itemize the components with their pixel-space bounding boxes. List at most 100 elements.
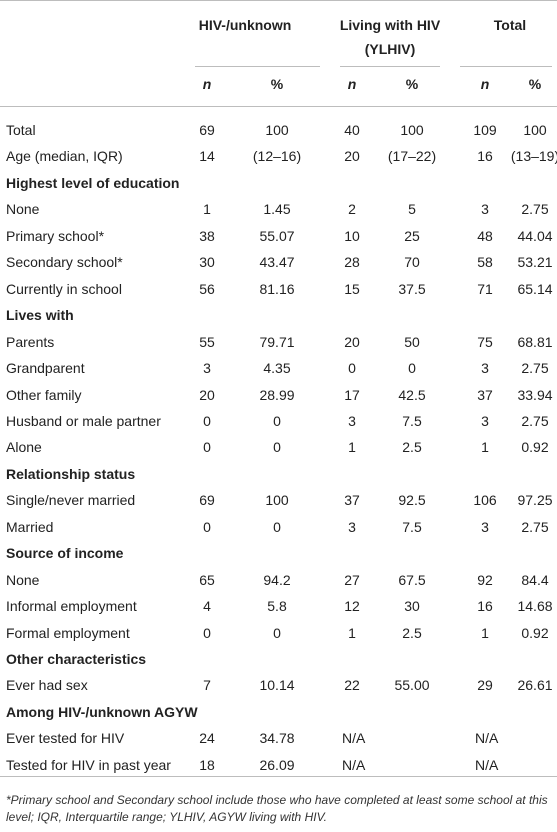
cell: 53.21 bbox=[517, 254, 553, 271]
cell: 4.35 bbox=[263, 360, 291, 377]
cell: 1 bbox=[481, 439, 489, 456]
cell: 1 bbox=[348, 439, 356, 456]
sub-header: % bbox=[528, 76, 542, 92]
row-label: Alone bbox=[6, 439, 42, 456]
cell: 50 bbox=[404, 333, 420, 350]
cell: 58 bbox=[477, 254, 493, 271]
cell: 67.5 bbox=[398, 571, 426, 588]
row-label: Ever had sex bbox=[6, 677, 88, 694]
cell: 1.45 bbox=[263, 201, 291, 218]
cell: 0 bbox=[273, 439, 281, 456]
group-header: HIV-/unknown bbox=[198, 17, 292, 33]
row-label: Formal employment bbox=[6, 624, 130, 641]
cell: (12–16) bbox=[252, 148, 302, 165]
row-label: None bbox=[6, 571, 40, 588]
cell: 68.81 bbox=[517, 333, 553, 350]
cell: 10 bbox=[344, 227, 360, 244]
cell: 100 bbox=[523, 122, 547, 138]
cell: (13–19) bbox=[510, 148, 557, 165]
cell: 69 bbox=[199, 492, 215, 509]
section-label: Highest level of education bbox=[6, 174, 180, 191]
cell: 29 bbox=[477, 677, 493, 694]
cell: 2.75 bbox=[521, 412, 549, 429]
cell: 70 bbox=[404, 254, 420, 271]
row-label: Age (median, IQR) bbox=[6, 148, 123, 165]
cell: 92.5 bbox=[398, 492, 426, 509]
cell: 44.04 bbox=[517, 227, 553, 244]
cell: 30 bbox=[199, 254, 215, 271]
cell: 56 bbox=[199, 280, 215, 297]
cell: 2 bbox=[348, 201, 356, 218]
sub-header: n bbox=[480, 76, 490, 92]
cell: 3 bbox=[348, 518, 356, 535]
cell: 16 bbox=[477, 148, 493, 165]
cell: 0 bbox=[273, 518, 281, 535]
cell: 27 bbox=[344, 571, 360, 588]
cell: 48 bbox=[477, 227, 493, 244]
cell: 55.07 bbox=[259, 227, 295, 244]
cell: 43.47 bbox=[259, 254, 295, 271]
cell: 26.61 bbox=[517, 677, 553, 694]
cell: N/A bbox=[342, 730, 366, 747]
cell: N/A bbox=[475, 730, 499, 747]
cell: 16 bbox=[477, 598, 493, 615]
cell: 5 bbox=[408, 201, 416, 218]
row-label: Married bbox=[6, 518, 54, 535]
row-label: Informal employment bbox=[6, 598, 137, 615]
row-label: Husband or male partner bbox=[6, 412, 161, 429]
cell: N/A bbox=[475, 756, 499, 773]
cell: 92 bbox=[477, 571, 493, 588]
cell: 106 bbox=[473, 492, 497, 509]
section-label: Source of income bbox=[6, 545, 124, 562]
cell: 28 bbox=[344, 254, 360, 271]
cell: 14.68 bbox=[517, 598, 553, 615]
cell: 37 bbox=[344, 492, 360, 509]
cell: 71 bbox=[477, 280, 493, 297]
cell: 0 bbox=[203, 518, 211, 535]
sub-header: % bbox=[270, 76, 284, 92]
row-label: Currently in school bbox=[6, 280, 122, 297]
cell: 0 bbox=[348, 360, 356, 377]
cell: 33.94 bbox=[517, 386, 553, 403]
row-label: Grandparent bbox=[6, 360, 85, 377]
cell: 94.2 bbox=[263, 571, 291, 588]
cell: 75 bbox=[477, 333, 493, 350]
cell: 79.71 bbox=[259, 333, 295, 350]
row-label: None bbox=[6, 201, 40, 218]
cell: 97.25 bbox=[517, 492, 553, 509]
cell: 100 bbox=[265, 122, 289, 138]
cell: 65.14 bbox=[517, 280, 553, 297]
row-label: Other family bbox=[6, 386, 82, 403]
cell: 7 bbox=[203, 677, 211, 694]
cell: 100 bbox=[400, 122, 424, 138]
cell: 0 bbox=[203, 412, 211, 429]
section-label: Relationship status bbox=[6, 465, 136, 482]
cell: 2.75 bbox=[521, 518, 549, 535]
cell: 37 bbox=[477, 386, 493, 403]
cell: 3 bbox=[481, 518, 489, 535]
cell: 20 bbox=[344, 333, 360, 350]
cell: 81.16 bbox=[259, 280, 295, 297]
sub-header: % bbox=[405, 76, 419, 92]
row-label: Primary school* bbox=[6, 227, 105, 244]
cell: 24 bbox=[199, 730, 215, 747]
footnote: *Primary school and Secondary school inc… bbox=[6, 793, 548, 824]
cell: 34.78 bbox=[259, 730, 295, 747]
cell: 5.8 bbox=[267, 598, 287, 615]
cell: 4 bbox=[203, 598, 211, 615]
cell: 7.5 bbox=[402, 518, 422, 535]
cell: 0.92 bbox=[521, 439, 549, 456]
cell: 1 bbox=[348, 624, 356, 641]
cell: N/A bbox=[342, 756, 366, 773]
section-label: Other characteristics bbox=[6, 651, 147, 667]
cell: 20 bbox=[344, 148, 360, 165]
cell: 22 bbox=[344, 677, 360, 694]
rule bbox=[0, 776, 557, 778]
row-label: Secondary school* bbox=[6, 254, 123, 271]
row-label: Parents bbox=[6, 333, 55, 350]
cell: 17 bbox=[344, 386, 360, 403]
cell: 65 bbox=[199, 571, 215, 588]
sub-header: n bbox=[202, 76, 212, 92]
cell: 3 bbox=[348, 412, 356, 429]
